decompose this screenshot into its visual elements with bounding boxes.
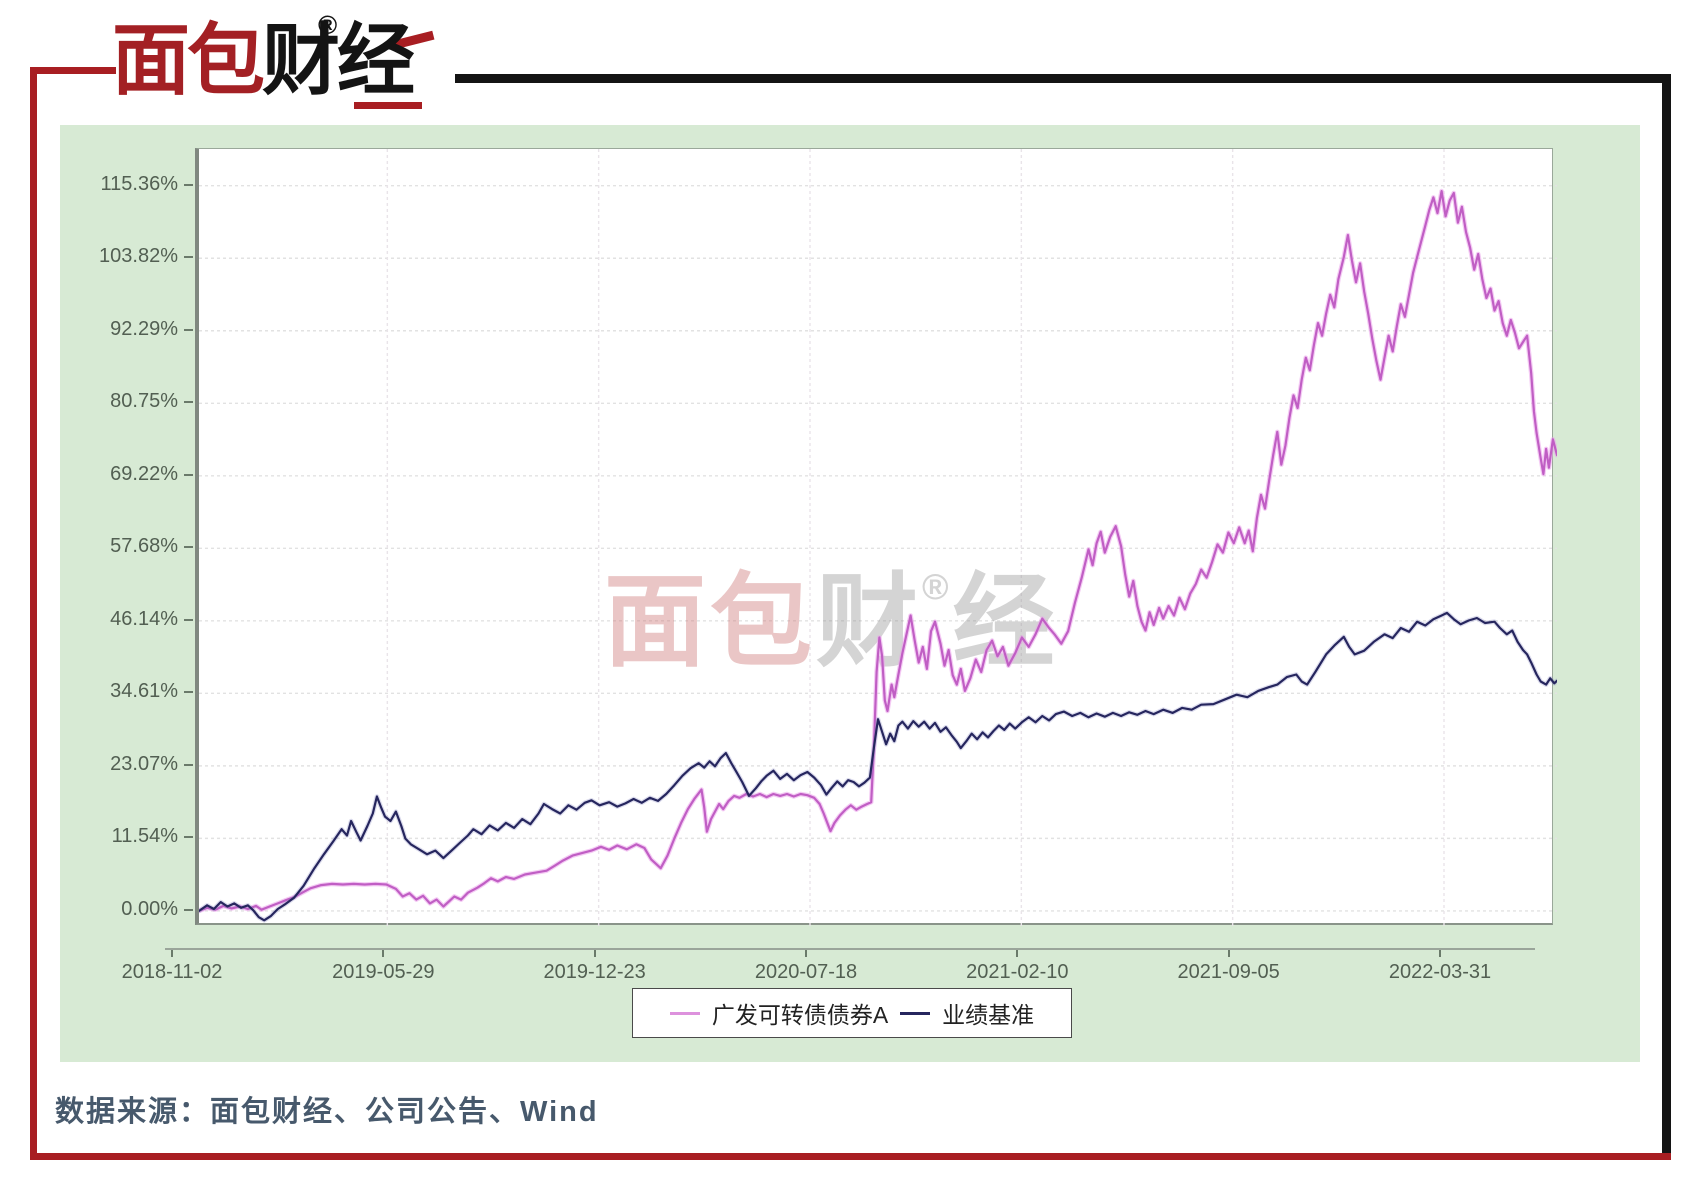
chart-panel: 115.36% 103.82% 92.29% 80.75% 69.22% 57.68% 46… [60, 125, 1640, 1062]
y-axis-tick-mark [184, 328, 193, 331]
legend-line-swatch [669, 1011, 700, 1015]
y-axis-tick-label: 23.07% [110, 752, 178, 775]
frame-bottom-red-line [30, 1153, 1671, 1160]
x-axis-tick-mark [1439, 950, 1441, 957]
y-axis-tick-mark [184, 473, 193, 476]
y-axis-tick-label: 34.61% [110, 680, 178, 703]
y-axis-tick-label: 115.36% [100, 172, 178, 195]
y-axis-tick-mark [184, 401, 193, 404]
x-axis-tick-mark [382, 950, 385, 957]
x-axis-line [165, 948, 1535, 950]
x-axis-tick-label: 2019-12-23 [543, 961, 646, 983]
x-axis-tick-label: 2021-02-10 [966, 961, 1069, 983]
x-axis-tick-mark [1016, 950, 1019, 957]
frame-top-black-line [455, 74, 1662, 83]
y-axis-tick-mark [184, 546, 193, 549]
x-axis-tick-label: 2021-09-05 [1177, 961, 1280, 983]
y-axis-tick-mark [184, 183, 193, 186]
x-axis-tick-label: 2022-03-31 [1388, 961, 1492, 983]
legend-label: 业绩基准 [942, 1002, 1035, 1028]
chart-legend: 广发可转债债券A 业绩基准 [632, 988, 1072, 1038]
y-axis-tick-mark [184, 908, 193, 911]
x-axis-tick-label: 2018-11-02 [121, 961, 223, 983]
y-axis-tick-label: 11.54% [111, 825, 178, 848]
logo-text-secondary: 财经 [262, 16, 415, 104]
series-halo-0 [199, 188, 1557, 914]
frame-left-red-line [30, 67, 37, 1160]
x-axis-tick-label: 2020-07-18 [754, 961, 858, 983]
x-axis-tick-mark [1227, 950, 1230, 957]
series-line-1 [199, 611, 1557, 922]
y-axis-tick-mark [184, 256, 193, 259]
y-axis-tick-mark [184, 763, 193, 766]
frame-right-black-line [1662, 74, 1671, 1160]
y-axis-tick-mark [184, 836, 193, 839]
logo-red-underline-decoration [354, 102, 422, 109]
y-axis-tick-label: 0.00% [121, 897, 178, 920]
brand-watermark: 面包财®经 [604, 565, 1059, 679]
performance-line-chart: 面包财®经 [199, 149, 1557, 926]
y-axis-tick-label: 103.82% [99, 245, 178, 268]
legend-label: 广发可转债债券A [711, 1002, 889, 1028]
legend-line-swatch [900, 1011, 931, 1015]
data-source-note: 数据来源：面包财经、公司公告、Wind [55, 1096, 599, 1128]
logo-text-primary: 面包 [112, 16, 265, 104]
y-axis-tick-label: 57.68% [110, 535, 178, 558]
y-axis-tick-mark [184, 618, 193, 621]
plot-area: 面包财®经 [195, 148, 1557, 926]
x-axis-tick-label: 2019-05-29 [332, 961, 435, 983]
y-axis-tick-label: 80.75% [110, 390, 178, 413]
frame-top-left-red-line [30, 67, 116, 74]
y-axis-tick-label: 92.29% [110, 317, 178, 340]
y-axis-tick-mark [184, 691, 193, 694]
x-axis-tick-mark [593, 950, 596, 957]
series-line-0 [199, 189, 1557, 913]
registered-trademark-icon: ® [318, 10, 338, 40]
x-axis-tick-mark [171, 950, 173, 957]
logo-wordmark: 面包财经 [112, 10, 415, 110]
y-axis-tick-label: 69.22% [110, 462, 178, 485]
x-axis-tick-mark [805, 950, 807, 957]
y-axis-tick-label: 46.14% [110, 607, 178, 630]
